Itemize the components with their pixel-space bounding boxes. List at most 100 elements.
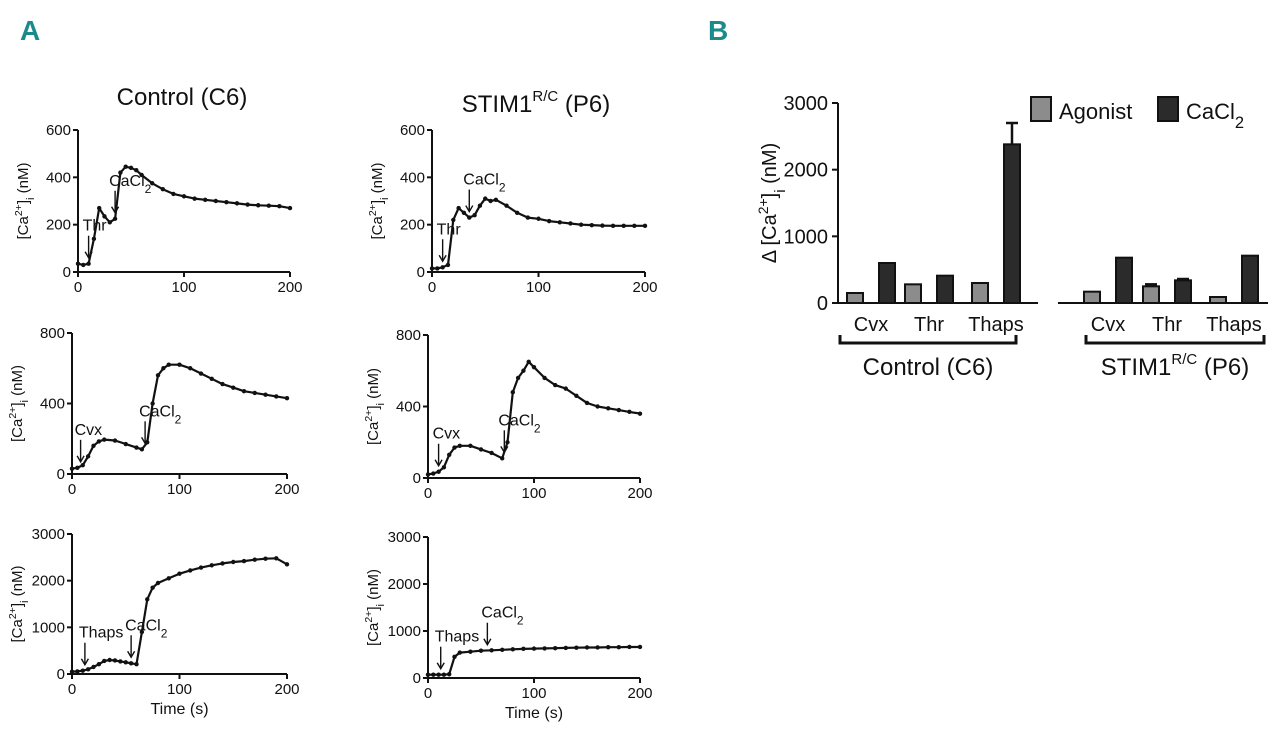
trace-point — [525, 215, 531, 220]
bar-y-tick-label: 0 — [817, 293, 828, 315]
annotation-arrowhead — [76, 455, 85, 464]
trace-point — [489, 648, 494, 653]
trace-point — [441, 672, 447, 677]
bar-category-label: Thr — [914, 314, 944, 336]
trace-point — [128, 661, 134, 666]
x-tick-label: 200 — [627, 485, 652, 502]
trace-point — [642, 223, 648, 229]
trace-point — [256, 203, 261, 208]
trace-point — [245, 202, 250, 207]
bar-category-label: Thaps — [968, 314, 1024, 336]
y-tick-label: 0 — [413, 670, 421, 687]
y-tick-label: 0 — [57, 666, 65, 683]
trace-point — [584, 400, 590, 406]
trace-point — [86, 261, 91, 266]
trace-point — [118, 170, 123, 175]
trace-point — [531, 364, 537, 370]
trace-point — [589, 222, 594, 228]
trace-point — [457, 443, 462, 449]
trace-point — [468, 443, 473, 449]
x-tick-label: 100 — [167, 481, 192, 498]
trace-point — [166, 576, 171, 581]
trace-point — [220, 381, 225, 387]
y-tick-label: 1000 — [388, 623, 421, 640]
x-tick-label: 200 — [632, 279, 657, 296]
group-bracket — [1084, 335, 1266, 345]
trace-point — [521, 368, 526, 373]
annotation-arrowhead — [110, 206, 120, 215]
trace-point — [478, 648, 484, 653]
trace-point — [107, 220, 113, 225]
annotation-arrowhead — [500, 445, 509, 454]
annotation-label: Cvx — [433, 426, 461, 443]
x-axis-label: Time (s) — [150, 701, 208, 718]
trace-point — [478, 447, 484, 452]
bar-y-tick-label: 2000 — [784, 160, 829, 182]
trace-point — [425, 472, 431, 477]
trace-point — [606, 645, 611, 650]
annotation-label: Cvx — [75, 422, 103, 439]
trace-chart-stim-thaps: 0 1000 2000 3000 0 100 200 [Ca2+]i (nM) Time (s)… — [363, 529, 653, 722]
trace-point — [274, 556, 279, 561]
trace-point — [209, 376, 214, 382]
trace-point — [123, 660, 128, 665]
x-axis-label: Time (s) — [505, 705, 563, 722]
trace-point — [241, 558, 247, 564]
trace-point — [431, 672, 436, 677]
trace-point — [610, 223, 616, 229]
trace-point — [188, 366, 193, 371]
trace-point — [595, 404, 600, 409]
trace-point — [234, 201, 240, 206]
trace-point — [637, 411, 643, 416]
annotation-arrowhead — [483, 638, 492, 647]
trace-point — [431, 471, 436, 476]
trace-point — [85, 454, 91, 459]
trace-point — [447, 672, 452, 677]
x-tick-label: 0 — [68, 481, 76, 498]
y-tick-label: 0 — [413, 470, 421, 487]
trace-point — [505, 440, 510, 445]
y-tick-label: 2000 — [32, 573, 65, 590]
x-tick-label: 100 — [167, 681, 192, 698]
trace-point — [287, 205, 293, 211]
trace-panels: 0 200 400 600 0 100 200 [Ca2+]i (nM) Thr CaCl2 0 20… — [7, 122, 658, 722]
trace-point — [621, 223, 626, 229]
annotation-label: Thaps — [435, 629, 479, 646]
y-tick-label: 400 — [400, 169, 425, 186]
trace-point — [266, 203, 271, 208]
trace-point — [107, 657, 112, 663]
bar-agonist-0 — [846, 292, 864, 304]
trace-point — [213, 198, 218, 204]
x-tick-label: 0 — [424, 685, 432, 702]
trace-point — [563, 386, 568, 391]
bar-cacl2-1 — [936, 274, 954, 304]
bar-cacl2-0 — [878, 262, 896, 304]
trace-point — [489, 450, 494, 456]
trace-point — [128, 165, 134, 171]
trace-point — [627, 409, 632, 415]
bar-y-axis-label: Δ [Ca2+]i (nM) — [755, 143, 789, 264]
trace-point — [263, 392, 268, 397]
annotation-label: Thaps — [79, 625, 123, 642]
annotation-arrowhead — [84, 251, 93, 260]
trace-point — [220, 561, 225, 566]
trace-point — [139, 447, 145, 452]
trace-point — [161, 366, 166, 371]
trace-point — [91, 236, 97, 242]
trace-point — [118, 659, 123, 664]
trace-chart-ctrl-thr: 0 200 400 600 0 100 200 [Ca2+]i (nM) Thr CaCl2 — [13, 122, 303, 296]
bar-category-label: Cvx — [1091, 314, 1125, 336]
annotation-arrowhead — [438, 254, 447, 263]
trace-point — [102, 658, 107, 664]
trace-point — [574, 393, 579, 398]
annotation-label: Thr — [83, 218, 108, 235]
trace-point — [531, 646, 537, 651]
y-tick-label: 400 — [46, 169, 71, 186]
trace-point — [69, 669, 75, 674]
legend-label: Agonist — [1059, 99, 1132, 124]
bar-cacl2-5 — [1241, 254, 1259, 305]
y-axis-label: [Ca2+]i (nM) — [13, 162, 37, 239]
trace-point — [252, 557, 257, 562]
trace-point — [467, 215, 472, 220]
